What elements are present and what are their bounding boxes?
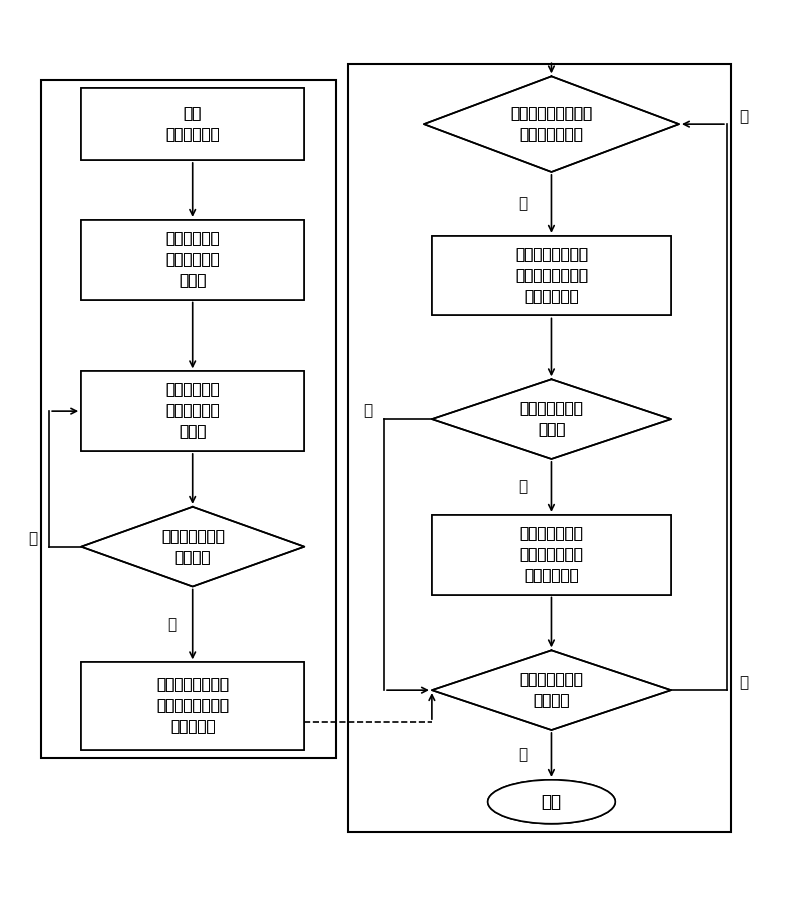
Text: 判断起始、终止图
像，记录起始、终
止坐标集合: 判断起始、终止图 像，记录起始、终 止坐标集合 bbox=[156, 677, 230, 734]
Text: 输入
显微视频图像: 输入 显微视频图像 bbox=[166, 106, 220, 143]
Ellipse shape bbox=[488, 780, 615, 824]
FancyBboxPatch shape bbox=[81, 372, 304, 451]
Polygon shape bbox=[424, 77, 679, 172]
Text: 判断当前帧是否有细
胞需要继续跟踪: 判断当前帧是否有细 胞需要继续跟踪 bbox=[510, 106, 593, 143]
Text: 建立待跟踪细胞的
邻域匹配区域，选
择待关联细胞: 建立待跟踪细胞的 邻域匹配区域，选 择待关联细胞 bbox=[515, 247, 588, 304]
Text: 是: 是 bbox=[518, 479, 527, 494]
Text: 是: 是 bbox=[168, 617, 177, 632]
FancyBboxPatch shape bbox=[432, 515, 671, 594]
Polygon shape bbox=[432, 379, 671, 459]
Polygon shape bbox=[432, 650, 671, 730]
Polygon shape bbox=[432, 379, 671, 459]
Polygon shape bbox=[424, 77, 679, 172]
Text: 判断是否到图像
最后一帧: 判断是否到图像 最后一帧 bbox=[161, 529, 225, 565]
Text: 否: 否 bbox=[363, 403, 372, 419]
Text: 是: 是 bbox=[518, 748, 527, 762]
Polygon shape bbox=[81, 507, 304, 586]
Text: 对待跟踪细胞与
待关联细胞进行
特征关联跟踪: 对待跟踪细胞与 待关联细胞进行 特征关联跟踪 bbox=[519, 526, 583, 583]
FancyBboxPatch shape bbox=[432, 515, 671, 594]
Text: 判断是否到图像
最后一帧: 判断是否到图像 最后一帧 bbox=[161, 529, 225, 565]
Bar bbox=[348, 64, 731, 832]
Ellipse shape bbox=[488, 780, 615, 824]
FancyBboxPatch shape bbox=[81, 662, 304, 750]
Text: 结束: 结束 bbox=[542, 793, 562, 811]
Text: 判断是否到图像
最后一帧: 判断是否到图像 最后一帧 bbox=[519, 672, 583, 708]
Text: 对待跟踪细胞与
待关联细胞进行
特征关联跟踪: 对待跟踪细胞与 待关联细胞进行 特征关联跟踪 bbox=[519, 526, 583, 583]
Polygon shape bbox=[432, 650, 671, 730]
Text: 判断是否有待关
联细胞: 判断是否有待关 联细胞 bbox=[519, 401, 583, 437]
FancyBboxPatch shape bbox=[81, 220, 304, 299]
Text: 输入
显微视频图像: 输入 显微视频图像 bbox=[166, 106, 220, 143]
Bar bbox=[42, 80, 336, 758]
FancyBboxPatch shape bbox=[432, 235, 671, 316]
Text: 否: 否 bbox=[739, 108, 748, 124]
Text: 判断当前帧是否有细
胞需要继续跟踪: 判断当前帧是否有细 胞需要继续跟踪 bbox=[510, 106, 593, 143]
FancyBboxPatch shape bbox=[81, 372, 304, 451]
Text: 图像分割，获
取每个细胞中
心位置: 图像分割，获 取每个细胞中 心位置 bbox=[166, 231, 220, 288]
Text: 对每帧图像中
的细胞进行质
心跟踪: 对每帧图像中 的细胞进行质 心跟踪 bbox=[166, 382, 220, 439]
Text: 否: 否 bbox=[28, 531, 38, 547]
Text: 结束: 结束 bbox=[542, 793, 562, 811]
Text: 判断起始、终止图
像，记录起始、终
止坐标集合: 判断起始、终止图 像，记录起始、终 止坐标集合 bbox=[156, 677, 230, 734]
Text: 图像分割，获
取每个细胞中
心位置: 图像分割，获 取每个细胞中 心位置 bbox=[166, 231, 220, 288]
FancyBboxPatch shape bbox=[81, 88, 304, 160]
Text: 对每帧图像中
的细胞进行质
心跟踪: 对每帧图像中 的细胞进行质 心跟踪 bbox=[166, 382, 220, 439]
Text: 是: 是 bbox=[518, 197, 527, 211]
Text: 判断是否到图像
最后一帧: 判断是否到图像 最后一帧 bbox=[519, 672, 583, 708]
FancyBboxPatch shape bbox=[432, 235, 671, 316]
Text: 否: 否 bbox=[739, 675, 748, 690]
Text: 判断是否有待关
联细胞: 判断是否有待关 联细胞 bbox=[519, 401, 583, 437]
FancyBboxPatch shape bbox=[81, 662, 304, 750]
FancyBboxPatch shape bbox=[81, 88, 304, 160]
Text: 建立待跟踪细胞的
邻域匹配区域，选
择待关联细胞: 建立待跟踪细胞的 邻域匹配区域，选 择待关联细胞 bbox=[515, 247, 588, 304]
Polygon shape bbox=[81, 507, 304, 586]
FancyBboxPatch shape bbox=[81, 220, 304, 299]
